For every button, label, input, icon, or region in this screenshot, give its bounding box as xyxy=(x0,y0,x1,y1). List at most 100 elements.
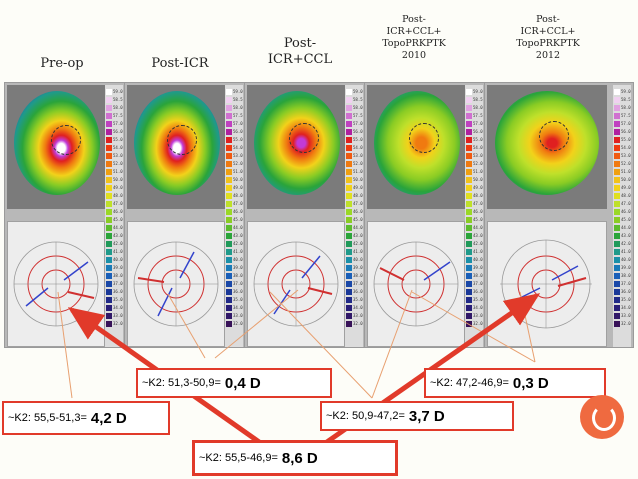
scale-value: 43.0 xyxy=(233,233,243,238)
color-swatch xyxy=(106,89,112,95)
color-swatch xyxy=(226,97,232,103)
scale-value: 50.0 xyxy=(113,177,123,182)
scale-value: 51.0 xyxy=(233,169,243,174)
color-swatch xyxy=(226,321,232,327)
scale-value: 39.0 xyxy=(473,265,483,270)
color-swatch xyxy=(346,273,352,279)
scale-value: 38.0 xyxy=(473,273,483,278)
color-swatch xyxy=(226,313,232,319)
color-swatch xyxy=(466,265,472,271)
scale-value: 57.0 xyxy=(113,121,123,126)
color-swatch xyxy=(226,289,232,295)
scale-value: 57.5 xyxy=(233,113,243,118)
scale-value: 32.0 xyxy=(113,321,123,326)
k2-label-value: 0,4 D xyxy=(224,374,261,392)
color-swatch xyxy=(346,313,352,319)
color-swatch xyxy=(614,161,620,167)
color-swatch xyxy=(346,177,352,183)
scale-value: 34.0 xyxy=(473,305,483,310)
color-swatch xyxy=(346,241,352,247)
k2-label-text: ~K2: 55,5-51,3= xyxy=(8,412,87,424)
color-swatch xyxy=(106,193,112,199)
color-swatch xyxy=(466,193,472,199)
scale-value: 43.0 xyxy=(353,233,363,238)
scale-value: 49.0 xyxy=(621,185,631,190)
color-swatch xyxy=(466,177,472,183)
scale-value: 34.0 xyxy=(621,305,631,310)
color-swatch xyxy=(466,169,472,175)
color-swatch xyxy=(346,321,352,327)
color-swatch xyxy=(346,129,352,135)
scale-value: 55.0 xyxy=(621,137,631,142)
scale-value: 49.0 xyxy=(233,185,243,190)
color-swatch xyxy=(614,121,620,127)
color-swatch xyxy=(614,113,620,119)
color-swatch xyxy=(614,145,620,151)
scale-value: 32.0 xyxy=(621,321,631,326)
color-swatch xyxy=(346,217,352,223)
color-swatch xyxy=(614,209,620,215)
color-swatch xyxy=(346,281,352,287)
axial-map xyxy=(247,85,345,209)
color-swatch xyxy=(106,177,112,183)
k2-label-value: 0,3 D xyxy=(512,374,549,392)
color-swatch xyxy=(466,113,472,119)
axial-map xyxy=(367,85,465,209)
scale-value: 57.5 xyxy=(473,113,483,118)
color-swatch xyxy=(466,201,472,207)
scale-value: 50.0 xyxy=(621,177,631,182)
scale-value: 52.0 xyxy=(473,161,483,166)
scale-value: 56.0 xyxy=(113,129,123,134)
scale-value: 40.0 xyxy=(113,257,123,262)
color-swatch xyxy=(226,193,232,199)
color-swatch xyxy=(614,241,620,247)
color-swatch xyxy=(466,137,472,143)
color-swatch xyxy=(614,169,620,175)
color-swatch xyxy=(346,169,352,175)
color-swatch xyxy=(106,137,112,143)
color-swatch xyxy=(106,273,112,279)
scale-value: 53.0 xyxy=(473,153,483,158)
color-swatch xyxy=(226,153,232,159)
color-swatch xyxy=(106,161,112,167)
scale-value: 57.0 xyxy=(473,121,483,126)
scale-value: 39.0 xyxy=(233,265,243,270)
scale-value: 54.0 xyxy=(621,145,631,150)
color-swatch xyxy=(346,297,352,303)
color-swatch xyxy=(346,289,352,295)
scale-value: 37.0 xyxy=(113,281,123,286)
scale-value: 48.0 xyxy=(233,193,243,198)
color-swatch xyxy=(466,281,472,287)
scale-value: 47.0 xyxy=(113,201,123,206)
scale-value: 58.0 xyxy=(353,105,363,110)
scale-value: 34.0 xyxy=(113,305,123,310)
scale-value: 34.0 xyxy=(353,305,363,310)
scale-value: 32.0 xyxy=(353,321,363,326)
color-swatch xyxy=(614,137,620,143)
scale-value: 36.0 xyxy=(621,289,631,294)
color-swatch xyxy=(226,297,232,303)
color-swatch xyxy=(106,233,112,239)
scale-value: 40.0 xyxy=(473,257,483,262)
scale-value: 48.0 xyxy=(353,193,363,198)
k2-label-text: ~K2: 50,9-47,2= xyxy=(326,410,405,422)
scale-value: 49.0 xyxy=(113,185,123,190)
color-swatch xyxy=(106,265,112,271)
scale-value: 42.0 xyxy=(233,241,243,246)
scale-value: 52.0 xyxy=(353,161,363,166)
scale-value: 58.5 xyxy=(621,97,631,102)
scale-value: 59.0 xyxy=(233,89,243,94)
color-swatch xyxy=(466,273,472,279)
k2-label-text: ~K2: 51,3-50,9= xyxy=(142,377,221,389)
header-preop: Pre-op xyxy=(40,56,84,71)
scale-value: 56.0 xyxy=(233,129,243,134)
color-swatch xyxy=(106,201,112,207)
color-swatch xyxy=(226,249,232,255)
color-swatch xyxy=(614,265,620,271)
scale-value: 33.0 xyxy=(113,313,123,318)
scale-value: 41.0 xyxy=(473,249,483,254)
scale-value: 45.0 xyxy=(353,217,363,222)
color-swatch xyxy=(226,281,232,287)
k2-label-value: 4,2 D xyxy=(90,409,127,427)
color-swatch xyxy=(226,145,232,151)
